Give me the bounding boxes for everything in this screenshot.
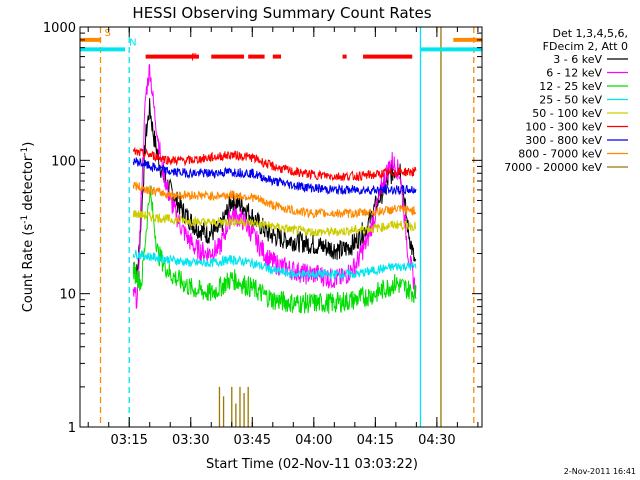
series-line-50-100keV [132, 210, 417, 238]
legend-entry: 12 - 25 keV [539, 80, 602, 93]
x-tick-label: 03:15 [110, 433, 147, 448]
legend-entry: 100 - 300 keV [525, 121, 602, 134]
series-group [132, 63, 417, 427]
x-tick-label: 04:30 [418, 433, 455, 448]
y-tick-label: 1 [68, 421, 76, 436]
x-tick-label: 04:00 [295, 433, 332, 448]
legend: Det 1,3,4,5,6,FDecim 2, Att 03 - 6 keV6 … [504, 27, 628, 174]
series-line-100-300keV [132, 146, 417, 182]
legend-entry: 3 - 6 keV [553, 53, 602, 66]
legend-header: FDecim 2, Att 0 [543, 40, 628, 53]
x-tick-label: 04:15 [357, 433, 394, 448]
y-axis-label: Count Rate (s-1 detector-1) [20, 142, 36, 313]
series-line-300-800keV [132, 157, 417, 196]
y-tick-label: 10 [59, 288, 76, 303]
legend-entry: 800 - 7000 keV [518, 148, 602, 161]
legend-entry: 50 - 100 keV [532, 107, 602, 120]
legend-entry: 300 - 800 keV [525, 134, 602, 147]
x-axis: 03:15 03:30 03:45 04:00 04:15 04:30 [87, 27, 479, 448]
marker-label-S: S [105, 28, 111, 39]
series-line-12-25keV [132, 185, 417, 314]
marker-label-N: N [129, 37, 136, 48]
x-axis-label: Start Time (02-Nov-11 03:03:22) [206, 457, 418, 472]
y-tick-label: 1000 [43, 21, 76, 36]
y-tick-label: 100 [51, 154, 76, 169]
state-markers: S N F [80, 28, 482, 64]
marker-label-F: F [191, 53, 197, 64]
legend-entry: 7000 - 20000 keV [504, 161, 602, 174]
legend-entry: 25 - 50 keV [539, 94, 602, 107]
plot-frame [79, 26, 483, 428]
series-line-800-7000keV [132, 181, 417, 219]
legend-entry: 6 - 12 keV [546, 67, 602, 80]
vertical-marker-lines [99, 27, 475, 427]
footer-timestamp: 2-Nov-2011 16:41 [564, 467, 636, 476]
x-tick-label: 03:45 [234, 433, 271, 448]
y-axis: 1 10 100 1000 [43, 21, 482, 436]
x-tick-label: 03:30 [172, 433, 209, 448]
series-line-25-50keV [132, 249, 417, 281]
legend-header: Det 1,3,4,5,6, [552, 27, 628, 40]
chart-title: HESSI Observing Summary Count Rates [132, 4, 431, 22]
series-line-3-6keV [133, 98, 417, 281]
